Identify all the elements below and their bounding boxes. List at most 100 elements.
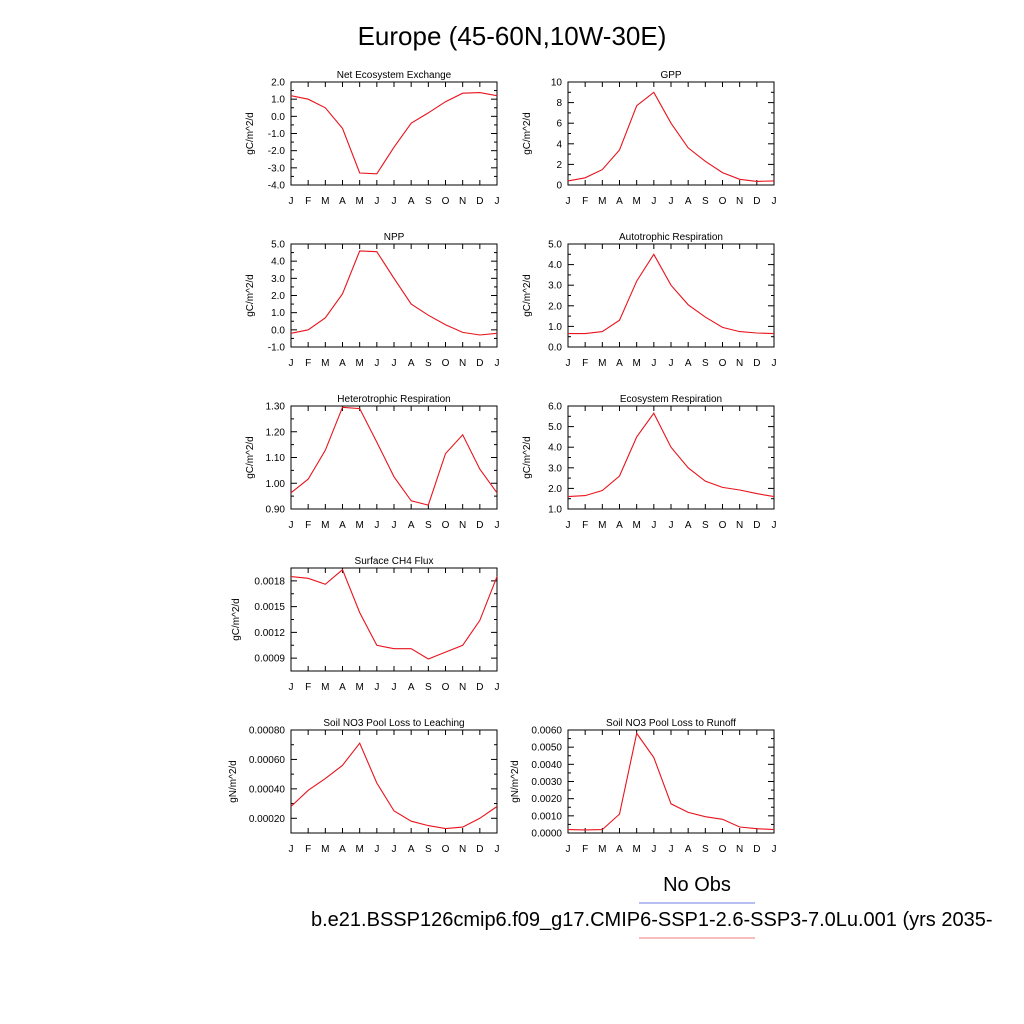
y-tick-label: 1.0 (548, 322, 562, 333)
x-tick-label: F (582, 844, 588, 855)
x-tick-label: S (702, 196, 709, 207)
x-tick-label: M (355, 520, 363, 531)
y-tick-label: 0.00020 (249, 814, 286, 825)
x-tick-label: O (719, 520, 727, 531)
x-tick-label: J (289, 520, 294, 531)
x-tick-label: J (669, 520, 674, 531)
x-tick-label: M (632, 844, 640, 855)
x-tick-label: F (305, 682, 311, 693)
y-tick-label: 5.0 (548, 240, 562, 251)
x-tick-label: A (339, 520, 346, 531)
x-tick-label: S (425, 682, 432, 693)
x-tick-label: J (392, 682, 397, 693)
y-tick-label: 0.0040 (531, 760, 562, 771)
series-line (290, 568, 498, 660)
x-tick-label: J (566, 520, 571, 531)
y-tick-label: 4.0 (271, 257, 285, 268)
x-tick-label: S (425, 844, 432, 855)
y-axis-label: gN/m^2/d (510, 760, 521, 803)
x-tick-label: M (355, 358, 363, 369)
x-tick-label: A (616, 520, 623, 531)
y-tick-label: 0.0012 (254, 628, 285, 639)
y-tick-label: 2 (556, 160, 562, 171)
y-tick-label: 10 (551, 78, 563, 89)
y-tick-label: 6.0 (548, 402, 562, 413)
y-tick-label: 3.0 (548, 281, 562, 292)
x-tick-label: O (442, 358, 450, 369)
y-tick-label: -3.0 (268, 163, 286, 174)
x-tick-label: J (772, 520, 777, 531)
panel-title: NPP (384, 232, 405, 243)
y-tick-label: 0 (556, 181, 562, 192)
x-tick-label: M (355, 844, 363, 855)
x-tick-label: O (442, 196, 450, 207)
series-line (567, 732, 775, 831)
series-line (567, 91, 775, 182)
x-tick-label: M (632, 520, 640, 531)
x-tick-label: J (374, 682, 379, 693)
x-tick-label: F (305, 358, 311, 369)
x-tick-label: M (632, 358, 640, 369)
x-tick-label: A (339, 682, 346, 693)
y-axis-label: gC/m^2/d (522, 274, 533, 317)
legend-model-label: b.e21.BSSP126cmip6.f09_g17.CMIP6-SSP1-2.… (311, 909, 993, 931)
y-axis-label: gN/m^2/d (228, 760, 239, 803)
x-tick-label: J (374, 358, 379, 369)
x-tick-label: J (289, 196, 294, 207)
x-tick-label: J (392, 844, 397, 855)
series-line (568, 253, 775, 335)
x-tick-label: S (425, 196, 432, 207)
x-tick-label: A (339, 844, 346, 855)
x-tick-label: M (598, 196, 606, 207)
x-tick-label: A (408, 196, 415, 207)
x-tick-label: F (305, 520, 311, 531)
x-tick-label: J (669, 196, 674, 207)
y-tick-label: 4.0 (548, 260, 562, 271)
y-tick-label: 0.0020 (531, 794, 562, 805)
x-tick-label: N (459, 196, 466, 207)
x-tick-label: N (736, 520, 743, 531)
y-tick-label: 1.00 (266, 479, 286, 490)
x-tick-label: J (651, 520, 656, 531)
panel-title: Heterotrophic Respiration (337, 394, 450, 405)
y-tick-label: 1.0 (271, 308, 285, 319)
x-tick-label: O (719, 196, 727, 207)
x-tick-label: N (736, 196, 743, 207)
panel-title: Surface CH4 Flux (355, 556, 434, 567)
x-tick-label: M (321, 844, 329, 855)
y-tick-label: 2.0 (271, 291, 285, 302)
x-tick-label: N (459, 844, 466, 855)
x-tick-label: A (408, 358, 415, 369)
x-tick-label: J (495, 844, 500, 855)
x-tick-label: J (495, 682, 500, 693)
y-tick-label: 5.0 (548, 422, 562, 433)
x-tick-label: N (459, 520, 466, 531)
plot-frame (290, 243, 498, 348)
x-tick-label: J (566, 844, 571, 855)
x-tick-label: A (408, 682, 415, 693)
y-axis-label: gC/m^2/d (245, 112, 256, 155)
y-tick-label: -1.0 (268, 129, 286, 140)
y-tick-label: 0.0 (271, 325, 285, 336)
y-tick-label: 4.0 (548, 443, 562, 454)
y-tick-label: 0.0015 (254, 602, 285, 613)
y-tick-label: 5.0 (271, 240, 285, 251)
series-line (290, 250, 498, 336)
x-tick-label: A (685, 520, 692, 531)
x-tick-label: S (702, 358, 709, 369)
y-tick-label: 8 (556, 98, 562, 109)
x-tick-label: D (753, 844, 760, 855)
x-tick-label: F (305, 844, 311, 855)
x-tick-label: D (476, 358, 483, 369)
x-tick-label: J (495, 358, 500, 369)
x-tick-label: D (476, 520, 483, 531)
x-tick-label: A (685, 844, 692, 855)
x-tick-label: A (616, 196, 623, 207)
y-tick-label: 1.0 (548, 505, 562, 516)
x-tick-label: J (651, 844, 656, 855)
x-tick-label: D (753, 196, 760, 207)
panel-title: Soil NO3 Pool Loss to Leaching (323, 718, 464, 729)
